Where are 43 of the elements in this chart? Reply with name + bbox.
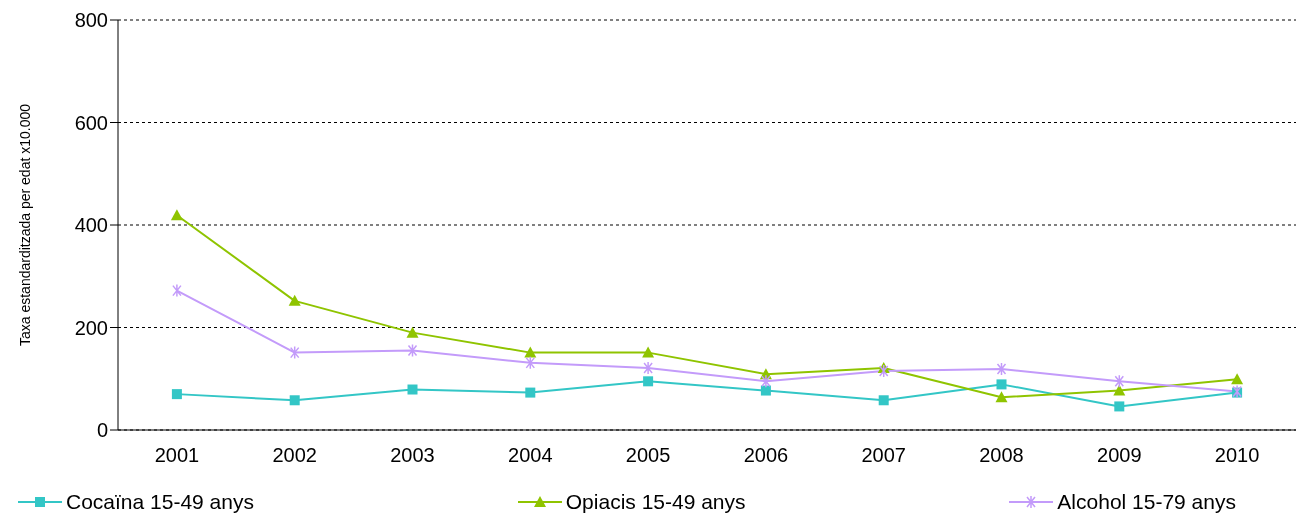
legend-label: Cocaïna 15-49 anys bbox=[66, 490, 254, 514]
point bbox=[1114, 374, 1125, 389]
point bbox=[289, 345, 300, 360]
x-tick-label: 2006 bbox=[743, 444, 789, 467]
point bbox=[525, 356, 536, 370]
x-tick-label: 2003 bbox=[390, 444, 435, 467]
point bbox=[1113, 384, 1126, 396]
point bbox=[642, 346, 655, 358]
y-axis-title: Taxa estandarditzada per edat x10.000 bbox=[16, 103, 33, 347]
point bbox=[525, 387, 536, 398]
x-tick-label: 2005 bbox=[625, 444, 671, 467]
point bbox=[170, 209, 183, 221]
legend-label: Opiacis 15-49 anys bbox=[565, 490, 746, 514]
point bbox=[1114, 401, 1125, 412]
x-tick-label: 2010 bbox=[1214, 444, 1260, 467]
x-tick-label: 2008 bbox=[979, 444, 1024, 467]
x-tick-label: 2007 bbox=[861, 444, 906, 467]
point bbox=[878, 395, 889, 406]
y-tick-label: 400 bbox=[74, 214, 108, 237]
point bbox=[643, 376, 654, 387]
point bbox=[406, 326, 419, 338]
x-tick-label: 2004 bbox=[508, 444, 553, 467]
legend-label: Alcohol 15-79 anys bbox=[1057, 490, 1236, 514]
point bbox=[407, 343, 418, 358]
point bbox=[878, 364, 889, 378]
x-tick-label: 2009 bbox=[1097, 444, 1142, 467]
point bbox=[171, 389, 182, 400]
y-tick-label: 0 bbox=[96, 419, 108, 442]
point bbox=[995, 391, 1008, 403]
y-tick-label: 200 bbox=[74, 316, 108, 339]
y-tick-label: 600 bbox=[74, 111, 108, 134]
point bbox=[760, 385, 771, 396]
point bbox=[524, 346, 537, 358]
point bbox=[996, 362, 1007, 376]
x-tick-label: 2002 bbox=[272, 444, 317, 467]
point bbox=[288, 294, 301, 306]
x-tick-label: 2001 bbox=[154, 444, 200, 467]
point bbox=[289, 395, 300, 406]
point bbox=[643, 361, 653, 375]
point bbox=[996, 379, 1007, 390]
y-tick-label: 800 bbox=[74, 9, 108, 32]
point bbox=[1231, 373, 1244, 385]
point bbox=[407, 384, 418, 395]
